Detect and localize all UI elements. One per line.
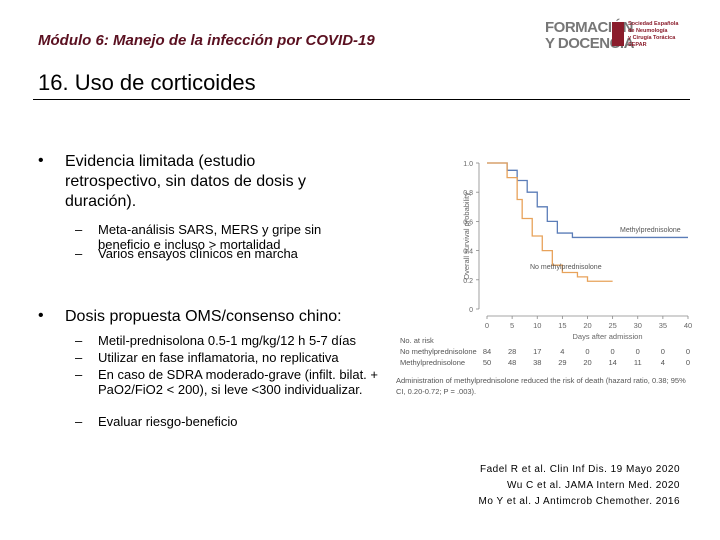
- title-rule: [33, 99, 690, 100]
- sub-dash: –: [75, 350, 83, 365]
- reference: Fadel R et al. Clin Inf Dis. 19 Mayo 202…: [479, 464, 680, 475]
- bullet-text: Evidencia limitada (estudio retrospectiv…: [65, 153, 307, 210]
- risk-count: 29: [558, 358, 566, 367]
- risk-count: 4: [661, 358, 665, 367]
- y-tick-label: 0.8: [463, 190, 473, 197]
- risk-count: 38: [533, 358, 541, 367]
- society-line: de Neumología: [628, 28, 668, 34]
- bullet-text: Dosis propuesta OMS/consenso chino:: [65, 308, 342, 325]
- risk-count: 0: [686, 358, 690, 367]
- figure-caption: Administration of methylprednisolone red…: [396, 376, 686, 396]
- sub-dash: –: [75, 367, 83, 382]
- y-tick-label: 0.4: [463, 249, 473, 256]
- society-line: SEPAR: [628, 42, 647, 48]
- sub-bullet-text: En caso de SDRA moderado-grave (infilt. …: [98, 367, 379, 397]
- bullet-dot: •: [38, 307, 44, 324]
- curve-label: Methylprednisolone: [620, 227, 681, 234]
- y-tick-label: 0: [469, 307, 473, 314]
- risk-count: 17: [533, 347, 541, 356]
- risk-count: 0: [611, 347, 615, 356]
- logo-line: FORMACIÓN: [545, 19, 633, 36]
- y-tick-label: 0.6: [463, 219, 473, 226]
- risk-count: 4: [560, 347, 564, 356]
- sub-dash: –: [75, 333, 83, 348]
- survival-curve: [487, 162, 613, 282]
- module-header: Módulo 6: Manejo de la infección por COV…: [38, 32, 375, 49]
- x-tick-label: 35: [659, 321, 667, 330]
- risk-table-title: No. at risk: [400, 336, 434, 345]
- risk-count: 84: [483, 347, 491, 356]
- y-tick-label: 0.2: [463, 278, 473, 285]
- sub-bullet-text: Meta-análisis SARS, MERS y gripe sin ben…: [98, 222, 322, 252]
- risk-count: 0: [686, 347, 690, 356]
- society-line: Sociedad Española: [628, 21, 679, 27]
- sub-bullet-text: Evaluar riesgo-beneficio: [98, 414, 238, 429]
- x-tick-label: 40: [684, 321, 692, 330]
- risk-count: 20: [583, 358, 591, 367]
- risk-count: 0: [636, 347, 640, 356]
- x-tick-label: 25: [608, 321, 616, 330]
- bullet-dot: •: [38, 152, 44, 169]
- risk-count: 0: [661, 347, 665, 356]
- risk-count: 0: [585, 347, 589, 356]
- x-axis-label: Days after admission: [572, 332, 642, 341]
- risk-count: 50: [483, 358, 491, 367]
- reference: Wu C et al. JAMA Intern Med. 2020: [506, 480, 680, 491]
- sub-dash: –: [75, 414, 83, 429]
- sub-dash: –: [75, 222, 83, 237]
- logo-mark: [612, 22, 624, 46]
- risk-row-label: No methylprednisolone: [400, 347, 477, 356]
- risk-row-label: Methylprednisolone: [400, 358, 465, 367]
- x-tick-label: 5: [510, 321, 514, 330]
- y-tick-label: 1.0: [463, 161, 473, 168]
- x-tick-label: 10: [533, 321, 541, 330]
- sub-bullet-text: Utilizar en fase inflamatoria, no replic…: [98, 350, 339, 365]
- x-tick-label: 30: [634, 321, 642, 330]
- reference: Mo Y et al. J Antimcrob Chemother. 2016: [478, 496, 680, 507]
- y-axis-label: Overall survival probability: [462, 192, 471, 280]
- curve-label: No methylprednisolone: [530, 264, 602, 271]
- society-line: y Cirugía Torácica: [628, 35, 676, 41]
- x-tick-label: 20: [583, 321, 591, 330]
- risk-count: 48: [508, 358, 516, 367]
- logo-society: Sociedad Española de Neumología y Cirugía …: [628, 21, 678, 49]
- x-tick-label: 0: [485, 321, 489, 330]
- slide-title: 16. Uso de corticoides: [38, 70, 256, 95]
- sub-bullet-text: Varios ensayos clínicos en marcha: [98, 246, 298, 261]
- risk-count: 14: [608, 358, 616, 367]
- x-tick-label: 15: [558, 321, 566, 330]
- sub-bullet-text: Metil-prednisolona 0.5-1 mg/kg/12 h 5-7 …: [98, 333, 356, 348]
- risk-count: 28: [508, 347, 516, 356]
- risk-count: 11: [634, 358, 642, 367]
- sub-dash: –: [75, 246, 83, 261]
